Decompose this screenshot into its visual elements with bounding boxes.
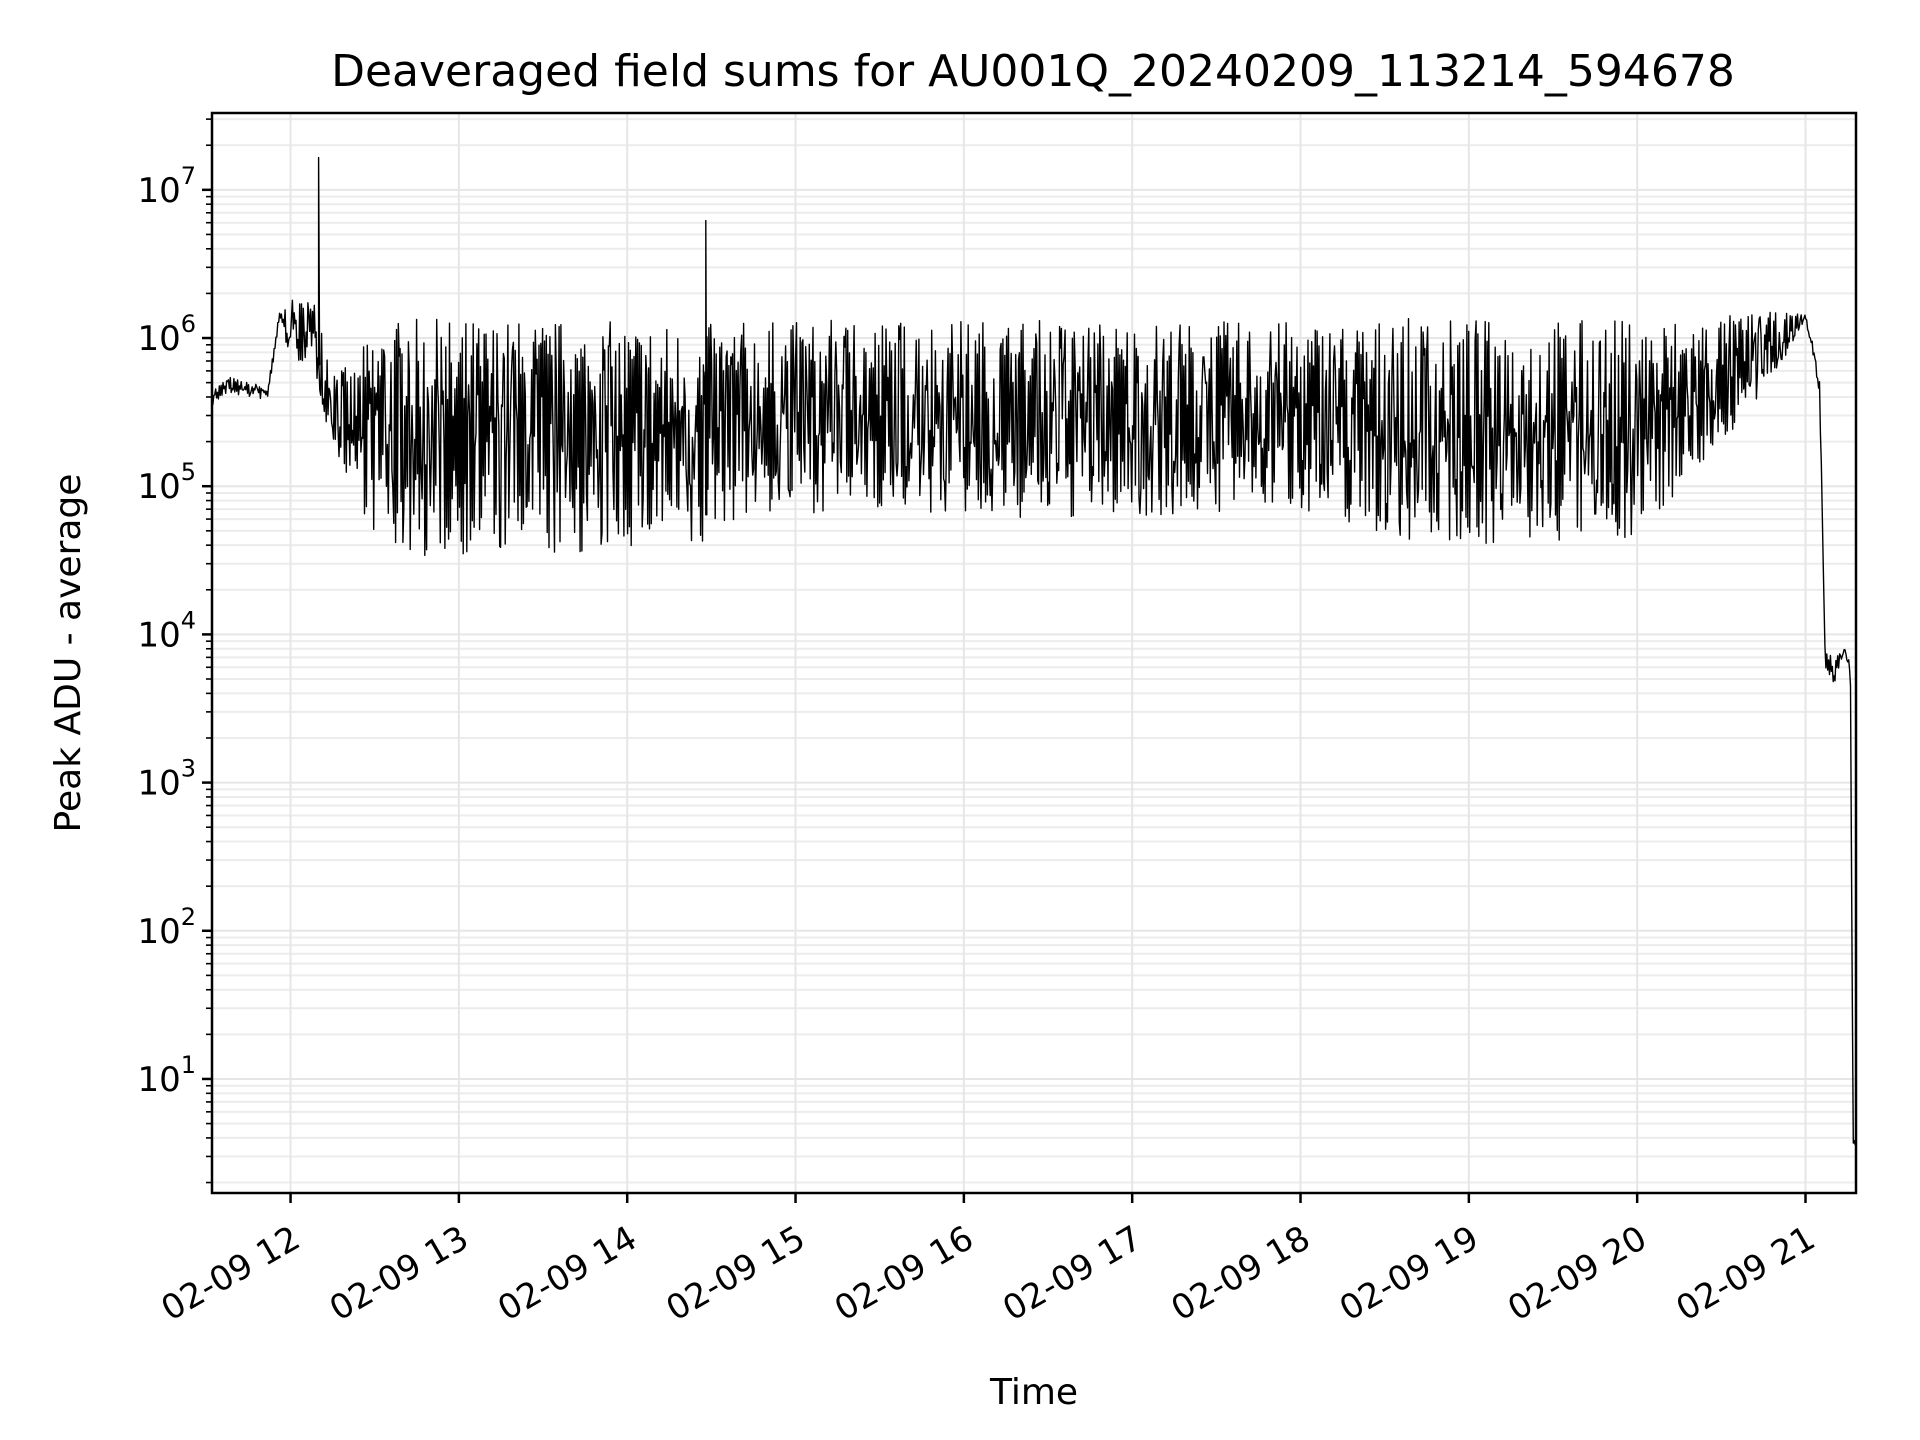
y-tick-base: 10 (137, 1060, 180, 1100)
y-tick-exponent: 5 (181, 458, 196, 486)
y-tick-base: 10 (137, 319, 180, 359)
x-axis-label: Time (989, 1372, 1078, 1413)
grid (212, 113, 1856, 1193)
y-tick-base: 10 (137, 615, 180, 655)
x-tick-label: 02-09 14 (491, 1218, 643, 1329)
y-tick-exponent: 2 (181, 903, 196, 931)
plot-frame (210, 111, 1858, 1195)
y-tick-exponent: 3 (181, 755, 196, 783)
series-line (211, 156, 1856, 1146)
x-tick-label: 02-09 20 (1501, 1218, 1653, 1329)
y-tick-exponent: 1 (181, 1051, 196, 1079)
x-tick-label: 02-09 13 (323, 1218, 475, 1329)
y-tick-label: 105 (137, 458, 196, 507)
y-tick-label: 102 (137, 903, 196, 952)
x-tick-label: 02-09 21 (1670, 1218, 1822, 1329)
y-axis-label: Peak ADU - average (48, 474, 89, 833)
y-tick-base: 10 (137, 467, 180, 507)
y-tick-base: 10 (137, 764, 180, 804)
y-tick-label: 101 (137, 1051, 196, 1100)
y-tick-exponent: 6 (181, 310, 196, 338)
y-tick-label: 104 (137, 606, 196, 655)
y-tick-label: 103 (137, 755, 196, 804)
y-tick-base: 10 (137, 171, 180, 211)
x-tick-label: 02-09 19 (1333, 1218, 1485, 1329)
x-tick-label: 02-09 16 (828, 1218, 980, 1329)
x-tick-label: 02-09 17 (996, 1218, 1148, 1329)
y-tick-label: 107 (137, 162, 196, 211)
y-tick-label: 106 (137, 310, 196, 359)
y-tick-base: 10 (137, 912, 180, 952)
y-tick-exponent: 7 (181, 162, 196, 190)
x-tick-label: 02-09 15 (660, 1218, 812, 1329)
x-axis: 02-09 12 02-09 13 02-09 14 02-09 15 02-09 16… (155, 1193, 1822, 1329)
x-tick-label: 02-09 12 (155, 1218, 307, 1329)
chart-title: Deaveraged field sums for AU001Q_2024020… (331, 46, 1735, 97)
y-tick-exponent: 4 (181, 606, 196, 634)
x-tick-label: 02-09 18 (1165, 1218, 1317, 1329)
